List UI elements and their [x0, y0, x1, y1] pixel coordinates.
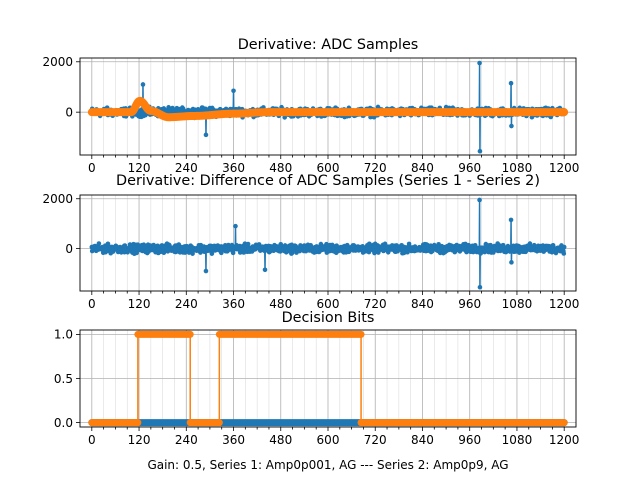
series-line [87, 96, 569, 122]
x-tick-label: 1080 [502, 297, 533, 311]
smooth-series [87, 96, 569, 122]
plot-area [87, 60, 569, 154]
stem-marker [477, 148, 483, 154]
x-tick-label: 240 [175, 433, 198, 447]
x-tick-label: 960 [458, 161, 481, 175]
subplot-adc-derivative: 0 120 240 360 480 600 720 840 960 1080 1200 0 2000 De… [42, 37, 579, 175]
subplot-title: Derivative: Difference of ADC Samples (S… [116, 173, 540, 189]
x-axis: 0 120 240 360 480 600 720 840 960 1080 1200 [88, 155, 579, 175]
x-tick-label: 1200 [549, 297, 580, 311]
y-tick-label: 2000 [42, 192, 73, 206]
x-tick-label: 0 [88, 297, 96, 311]
x-tick-label: 1200 [549, 161, 580, 175]
x-tick-label: 600 [317, 297, 340, 311]
x-tick-label: 240 [175, 297, 198, 311]
x-tick-label: 1080 [502, 433, 533, 447]
x-tick-label: 720 [364, 161, 387, 175]
x-tick-label: 120 [128, 433, 151, 447]
x-tick-label: 600 [317, 161, 340, 175]
x-tick-label: 840 [411, 433, 434, 447]
x-tick-label: 960 [458, 297, 481, 311]
x-tick-label: 0 [88, 161, 96, 175]
y-axis: 0 2000 [42, 55, 80, 119]
x-tick-label: 840 [411, 297, 434, 311]
x-tick-label: 960 [458, 433, 481, 447]
y-tick-label: 2000 [42, 55, 73, 69]
x-tick-label: 1080 [502, 161, 533, 175]
subplot-difference-derivative: 0 120 240 360 480 600 720 840 960 1080 1200 0 2000 De… [42, 173, 579, 311]
y-tick-label: 0 [65, 242, 73, 256]
x-axis-label: Gain: 0.5, Series 1: Amp0p001, AG --- Se… [147, 458, 508, 472]
y-tick-label: 1.0 [54, 328, 73, 342]
x-tick-label: 480 [269, 297, 292, 311]
x-tick-label: 600 [317, 433, 340, 447]
plot-area [89, 197, 567, 290]
x-tick-label: 720 [364, 433, 387, 447]
x-tick-label: 480 [269, 161, 292, 175]
x-tick-label: 120 [128, 161, 151, 175]
x-tick-label: 360 [222, 161, 245, 175]
x-tick-label: 360 [222, 297, 245, 311]
x-tick-label: 720 [364, 297, 387, 311]
x-tick-label: 1200 [549, 433, 580, 447]
y-tick-label: 0.0 [54, 416, 73, 430]
x-tick-label: 120 [128, 297, 151, 311]
subplot-title: Decision Bits [282, 310, 375, 326]
subplot-title: Derivative: ADC Samples [238, 37, 419, 53]
x-tick-label: 360 [222, 433, 245, 447]
y-tick-label: 0 [65, 105, 73, 119]
x-tick-label: 840 [411, 161, 434, 175]
stem-series [89, 197, 567, 290]
y-tick-label: 0.5 [54, 372, 73, 386]
x-tick-label: 240 [175, 161, 198, 175]
x-tick-label: 480 [269, 433, 292, 447]
x-tick-label: 0 [88, 433, 96, 447]
